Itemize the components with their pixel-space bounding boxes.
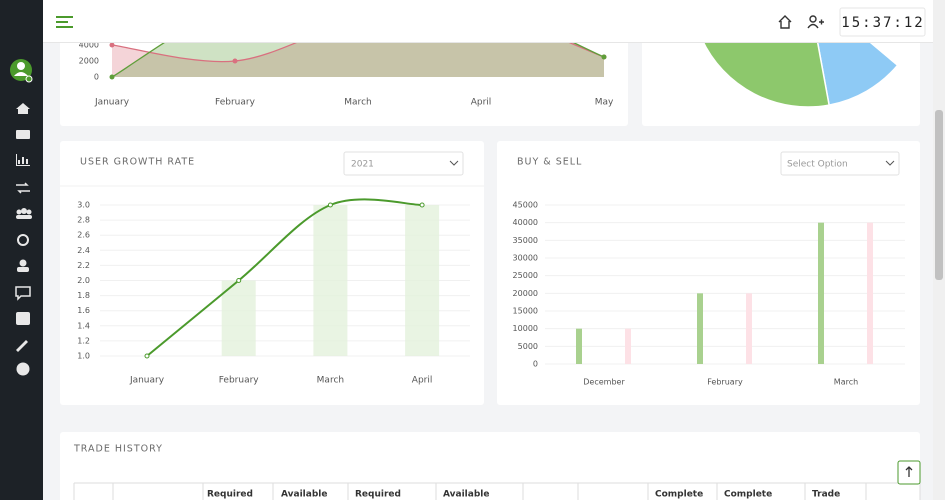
y-tick-label: 4000 [79,41,99,50]
y-tick-label: 2.4 [77,246,90,255]
x-tick-label: February [219,376,260,386]
avatar-head [17,62,25,70]
y-tick-label: 1.4 [77,321,90,330]
card-title: BUY & SELL [517,157,582,168]
y-tick-label: 2.0 [77,276,90,285]
y-tick-label: 1.6 [77,306,90,315]
x-tick-label: March [317,376,344,386]
y-tick-label: 25000 [513,271,538,280]
card [497,141,920,405]
menu-toggle[interactable] [56,16,73,28]
x-tick-label: April [412,376,433,386]
status-dot [25,75,33,83]
y-tick-label: 10000 [513,324,538,333]
y-tick-label: 3.0 [77,201,90,210]
x-tick-label: January [94,98,130,108]
x-tick-label: March [834,378,858,387]
home-icon[interactable] [778,15,792,29]
column-header: Available [443,490,489,500]
bar [576,328,582,364]
y-tick-label: 2.8 [77,216,90,225]
y-tick-label: 0 [533,360,538,369]
clock: 15:37:12 [841,15,924,31]
clock-box [839,7,926,37]
dropdown-caret [449,160,459,166]
y-tick-label: 2.6 [77,231,90,240]
y-tick-label: 45000 [513,201,538,210]
avatar-body [14,72,28,76]
y-tick-label: 5000 [518,342,538,351]
bar [221,280,256,356]
y-tick-label: 30000 [513,254,538,263]
column-header: Available [281,490,327,500]
column-borders [73,483,921,500]
y-tick-label: 1.8 [77,291,90,300]
bar [313,205,348,356]
column-header: Complete [655,490,703,500]
dropdown-value[interactable]: Select Option [787,160,848,170]
dropdown[interactable] [780,151,900,176]
card [60,141,484,405]
x-tick-label: January [129,376,165,386]
x-tick-label: May [595,98,614,108]
scrollbar-thumb[interactable] [935,110,943,280]
sidebar-icons[interactable] [15,103,32,376]
point [232,58,238,64]
bar [625,328,631,364]
y-tick-label: 2.2 [77,261,90,270]
x-tick-label: April [471,98,492,108]
card-title: USER GROWTH RATE [80,157,195,168]
add-user-icon[interactable] [807,15,824,29]
y-tick-label: 2000 [79,57,99,66]
bar [405,205,440,356]
dropdown[interactable] [343,151,464,176]
point [144,353,150,359]
x-tick-label: February [707,378,743,387]
dropdown-caret [885,160,895,166]
x-tick-label: December [583,378,625,387]
y-tick-label: 20000 [513,289,538,298]
x-tick-label: March [344,98,371,108]
arrow-up [905,466,913,477]
point [419,202,425,208]
point [327,202,333,208]
dropdown-value[interactable]: 2021 [351,160,374,170]
point [601,54,607,60]
y-tick-label: 0 [94,73,99,82]
column-header: Trade [812,490,840,500]
x-tick-label: February [215,98,256,108]
column-header: Required [355,490,401,500]
point [109,42,115,48]
y-tick-label: 1.2 [77,336,90,345]
bar [746,293,752,364]
card [60,432,920,500]
table-header: Required Available Required Available Co… [73,482,921,500]
top-bar [43,0,933,42]
bar [867,222,873,364]
column-header: Complete [724,490,772,500]
bar [818,222,824,364]
bar [697,293,703,364]
y-tick-label: 1.0 [77,352,90,361]
line [146,198,423,357]
y-tick-label: 40000 [513,218,538,227]
point [236,278,242,283]
card-title: TRADE HISTORY [73,444,163,455]
point [109,74,115,80]
sidebar [0,0,43,500]
y-tick-label: 15000 [513,307,538,316]
column-header: Required [207,490,253,500]
y-tick-label: 35000 [513,236,538,245]
